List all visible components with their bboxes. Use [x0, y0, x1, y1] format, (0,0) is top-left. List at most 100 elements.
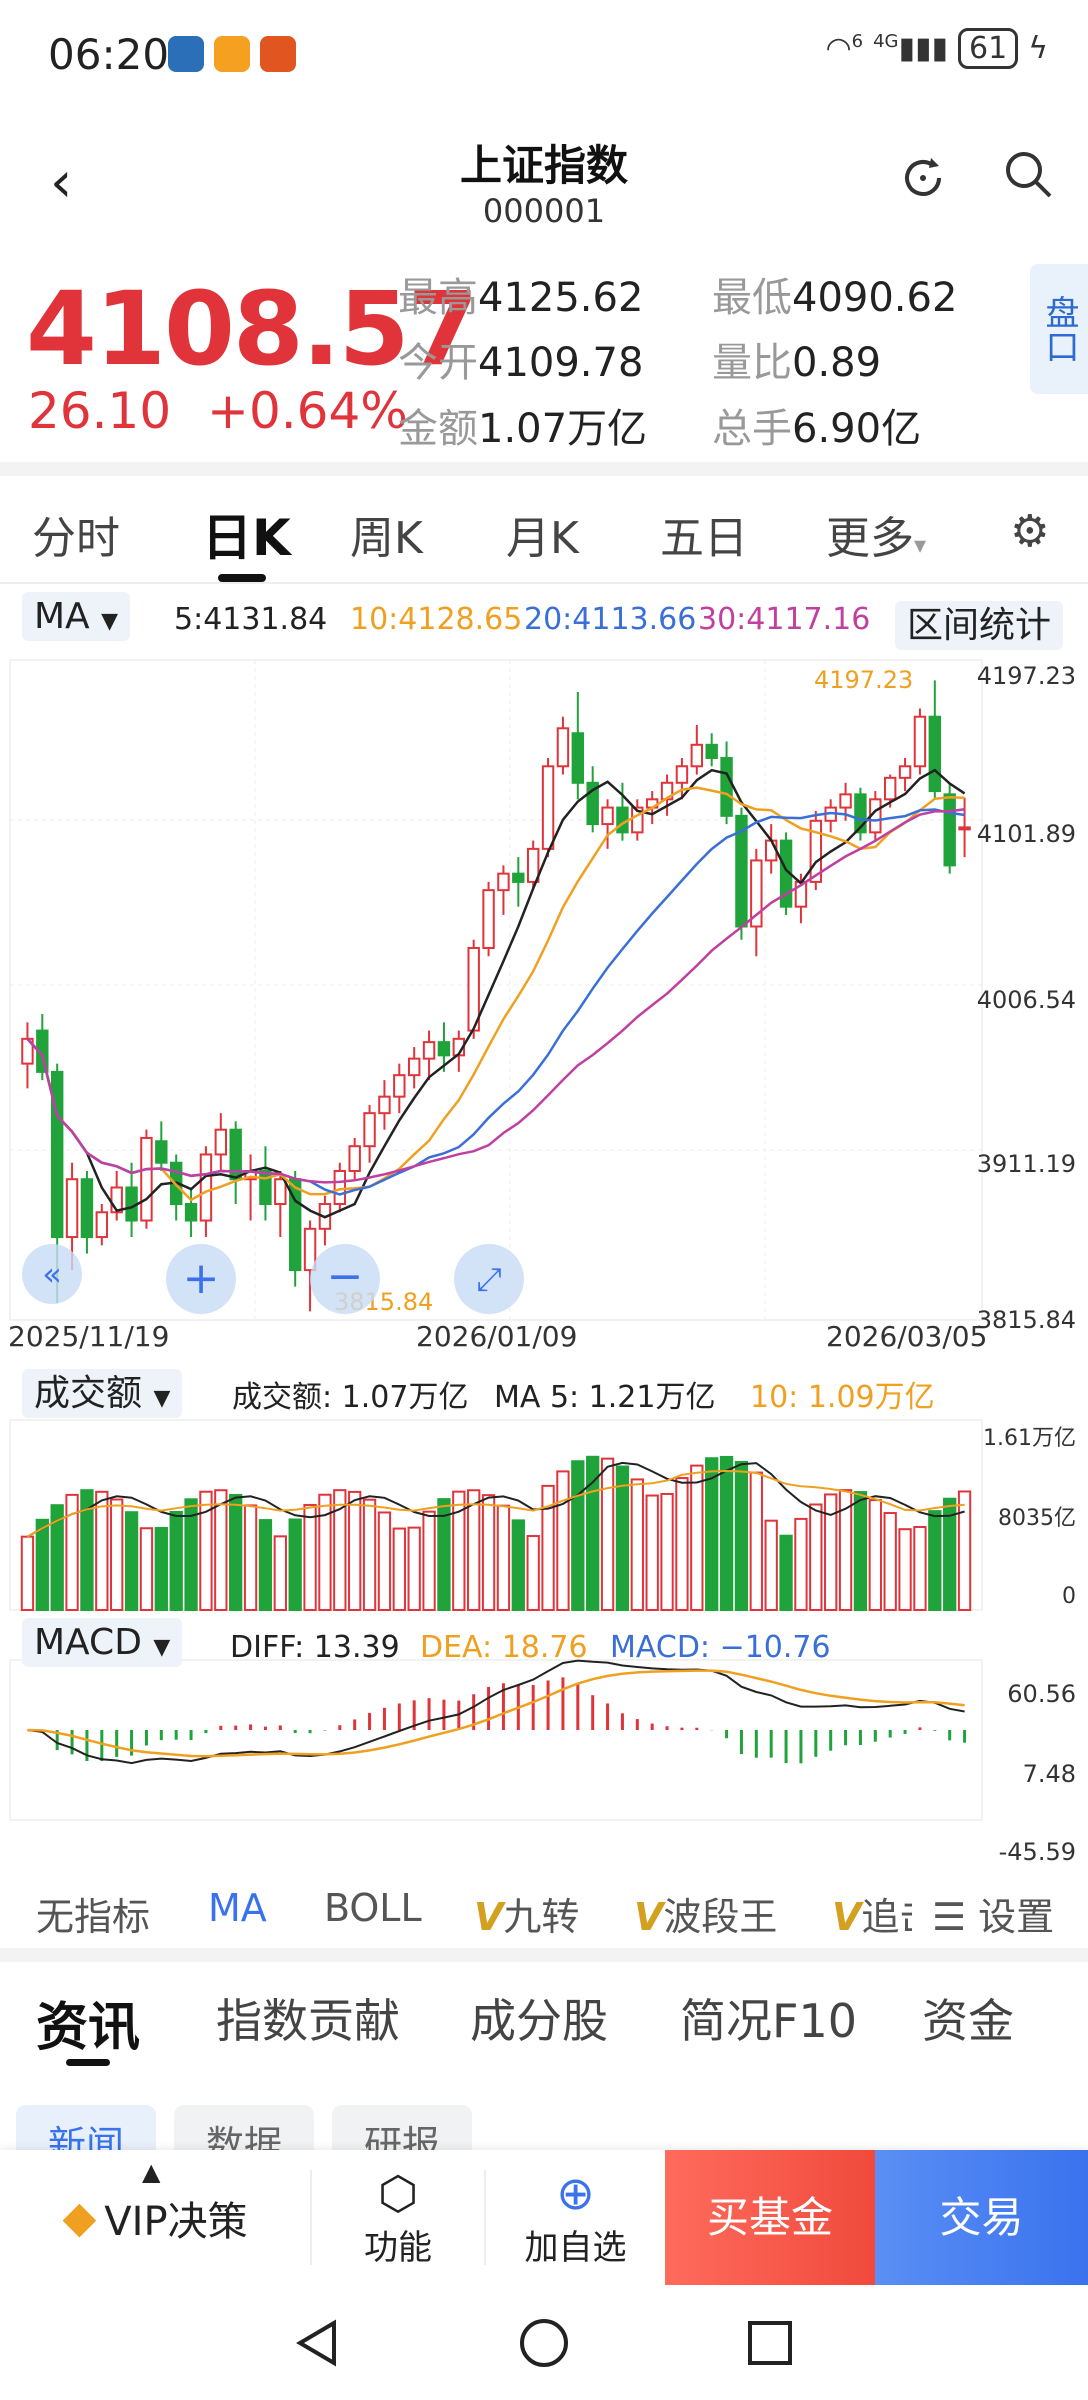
volume-bar — [273, 1535, 287, 1611]
caret-up-icon: ▲ — [142, 2158, 161, 2186]
volume-bar — [377, 1511, 392, 1611]
search-icon[interactable] — [1000, 146, 1056, 215]
price-change: 26.10 +0.64% — [28, 382, 408, 440]
candle-body — [809, 819, 823, 883]
indicator-wave-king[interactable]: V波段王 — [634, 1895, 778, 1939]
ma30-value: 30:4117.16 — [698, 602, 871, 637]
function-button[interactable]: ⬡ 功能 — [364, 2166, 432, 2268]
volume-bar — [154, 1526, 168, 1612]
nav-back-icon[interactable] — [290, 2315, 346, 2371]
zoom-out-icon[interactable]: − — [310, 1244, 380, 1314]
candle-body — [259, 1169, 272, 1206]
indicator-boll[interactable]: BOLL — [324, 1886, 422, 1930]
nav-home-icon[interactable] — [516, 2315, 572, 2371]
buy-fund-button[interactable]: 买基金 — [665, 2150, 875, 2285]
tab-daily-k[interactable]: 日K — [202, 509, 291, 567]
tab-capital[interactable]: 资金 — [922, 1994, 1014, 2048]
volume-bar — [318, 1493, 332, 1611]
volume-bar — [794, 1517, 808, 1612]
volume-bar — [422, 1510, 436, 1611]
price-axis-bottom: 3815.84 — [976, 1306, 1076, 1334]
clock: 06:20 — [48, 30, 170, 79]
fullscreen-icon[interactable]: ⤢ — [454, 1244, 524, 1314]
volume-bar — [348, 1490, 362, 1611]
caret-down-icon: ▼ — [101, 609, 119, 634]
kline-chart[interactable] — [0, 650, 1088, 1870]
tab-f10[interactable]: 简况F10 — [680, 1994, 857, 2048]
price-axis-top: 4197.23 — [976, 662, 1076, 690]
zoom-in-icon[interactable]: + — [166, 1244, 236, 1314]
macd-axis-top: 60.56 — [1007, 1680, 1076, 1708]
nav-recents-icon[interactable] — [742, 2315, 798, 2371]
volume-bar — [853, 1491, 868, 1612]
high-mark: 4197.23 — [814, 666, 914, 694]
volume-ma10-line — [26, 1469, 965, 1538]
volume-bar — [615, 1465, 630, 1611]
macd-panel-frame — [9, 1659, 983, 1821]
diamond-icon: ◆ — [62, 2192, 97, 2243]
refresh-icon[interactable] — [895, 150, 951, 219]
date-start: 2025/11/19 — [8, 1320, 170, 1353]
tab-news[interactable]: 资讯 — [36, 1998, 141, 2058]
candle-body — [616, 806, 629, 834]
volume-bar — [333, 1489, 347, 1612]
vip-decision-button[interactable]: ▲ ◆ VIP决策 — [62, 2158, 248, 2245]
tab-monthly-k[interactable]: 月K — [506, 513, 579, 564]
tab-weekly-k[interactable]: 周K — [350, 513, 423, 564]
volume-bar — [719, 1455, 734, 1611]
candle-body — [348, 1145, 361, 1172]
change-percent: +0.64% — [207, 382, 408, 440]
plus-circle-icon: ⊕ — [556, 2166, 595, 2220]
indicator-ma[interactable]: MA — [208, 1886, 267, 1930]
tab-five-day[interactable]: 五日 — [660, 513, 748, 564]
battery-icon: 61 — [958, 28, 1019, 69]
candle-body — [110, 1186, 123, 1214]
pankou-tab[interactable]: 盘口 — [1030, 264, 1088, 394]
volume-bar — [511, 1519, 525, 1611]
candle-body — [631, 806, 644, 834]
ma10-line — [26, 786, 965, 1202]
ma5-line — [26, 768, 966, 1219]
volume-bar — [50, 1504, 64, 1611]
range-stats-button[interactable]: 区间统计 — [895, 596, 1064, 650]
volume-bar — [303, 1503, 317, 1611]
macd-selector[interactable]: MACD ▼ — [22, 1618, 183, 1667]
indicator-nine-turn[interactable]: V九转 — [474, 1895, 580, 1939]
candle-body — [705, 743, 718, 760]
chevron-down-icon: ▾ — [914, 531, 927, 559]
tab-intraday[interactable]: 分时 — [32, 513, 120, 564]
indicator-settings-button[interactable]: ☰ 设置 — [932, 1886, 1055, 1941]
rewind-icon[interactable]: « — [22, 1244, 82, 1304]
settings-gear-icon[interactable]: ⚙ — [1010, 506, 1050, 557]
volume-axis-top: 1.61万亿 — [983, 1426, 1076, 1451]
tab-constituents[interactable]: 成分股 — [470, 1994, 608, 2048]
volume-bar — [65, 1493, 79, 1611]
system-nav-bar — [0, 2285, 1088, 2400]
indicator-chase[interactable]: V追击 — [832, 1895, 912, 1939]
high-stat: 最高4125.62 — [398, 275, 644, 321]
cellular-icon: 4G▮▮▮ — [873, 31, 949, 66]
volume-bar — [779, 1534, 793, 1611]
volume-bar — [600, 1457, 615, 1611]
period-tabs: 分时 日K 周K 月K 五日 更多▾ ⚙ — [0, 480, 1088, 582]
volume-bar — [80, 1489, 94, 1611]
volume-bar — [734, 1460, 749, 1611]
candle-body — [140, 1136, 153, 1222]
macd-dea: DEA: 18.76 — [420, 1630, 588, 1665]
back-button[interactable]: ‹ — [50, 150, 73, 215]
tab-more[interactable]: 更多▾ — [826, 513, 927, 564]
indicator-none[interactable]: 无指标 — [36, 1895, 151, 1939]
tab-index-contribution[interactable]: 指数贡献 — [216, 1994, 400, 2048]
wifi-icon: ◠6 — [825, 31, 864, 66]
candle-body — [497, 872, 510, 892]
volume-selector[interactable]: 成交额 ▼ — [22, 1364, 183, 1418]
volume-bar — [690, 1464, 704, 1611]
macd-axis-mid: 7.48 — [1022, 1760, 1076, 1788]
trade-button[interactable]: 交易 — [875, 2150, 1088, 2285]
price-axis-label: 3911.19 — [976, 1150, 1076, 1178]
volume-bar — [258, 1519, 273, 1612]
volume-bar — [229, 1494, 243, 1611]
vip-v-icon: V — [832, 1895, 862, 1939]
add-watchlist-button[interactable]: ⊕ 加自选 — [524, 2166, 627, 2268]
ma-selector[interactable]: MA ▼ — [22, 592, 131, 641]
